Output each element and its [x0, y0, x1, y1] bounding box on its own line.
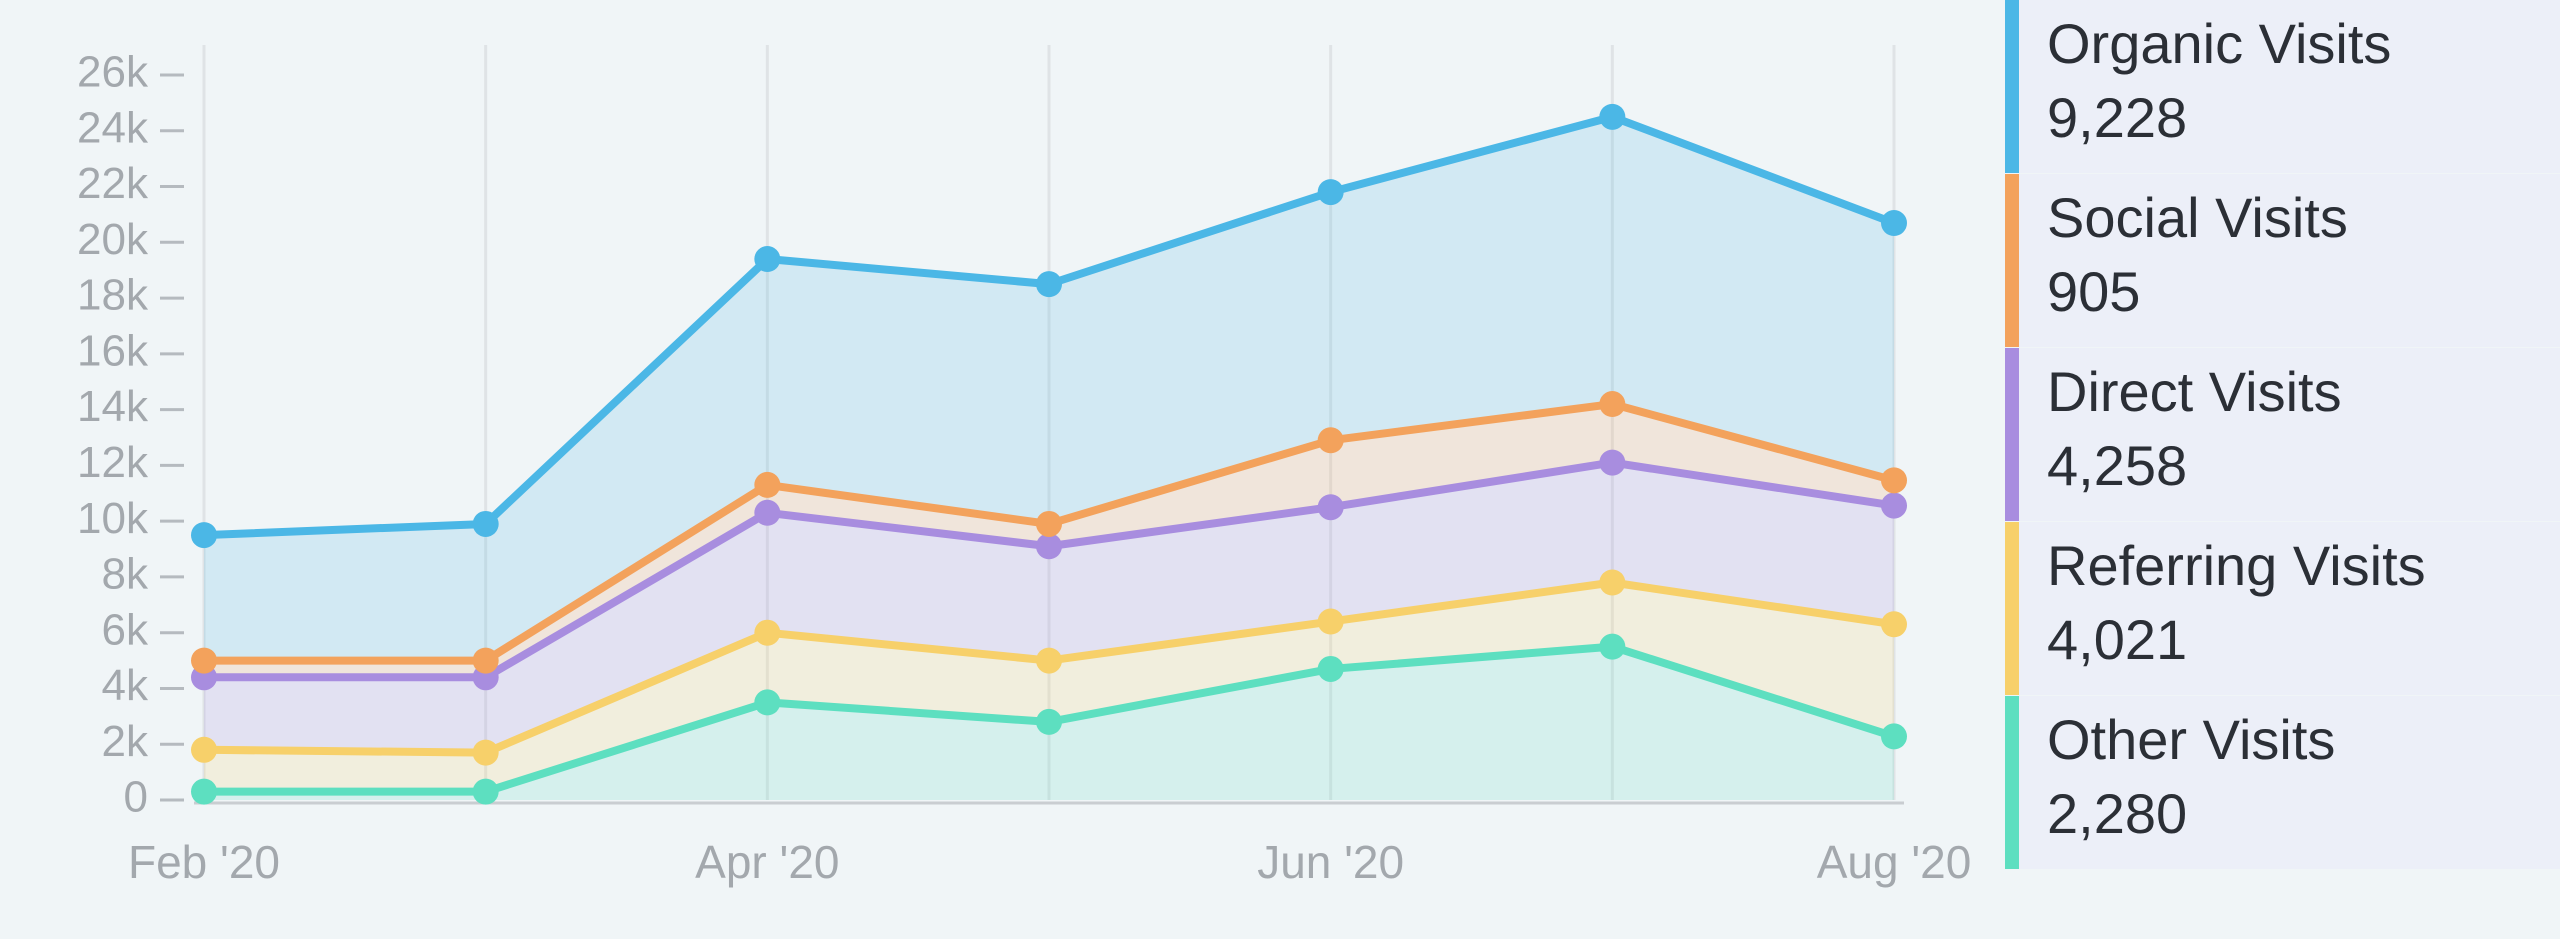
x-tick-label: Aug '20 [1817, 836, 1972, 888]
point [1881, 723, 1907, 750]
point [1599, 569, 1626, 596]
point [1036, 271, 1062, 298]
point [1599, 633, 1626, 660]
point [472, 510, 499, 537]
point [1036, 708, 1062, 735]
point [191, 522, 217, 549]
legend-value: 905 [2047, 260, 2140, 323]
point [1036, 533, 1062, 560]
area [204, 462, 1894, 753]
area [204, 116, 1894, 661]
point [472, 739, 499, 766]
y-tick-label: 26k [77, 48, 149, 97]
legend-swatch [2005, 348, 2019, 521]
legend-swatch [2005, 0, 2019, 173]
point [472, 647, 499, 674]
legend-item [2005, 348, 2560, 521]
point [1317, 608, 1344, 635]
x-tick-label: Jun '20 [1257, 836, 1404, 888]
legend-item [2005, 174, 2560, 347]
x-tick-label: Apr '20 [695, 836, 839, 888]
y-tick-label: 14k [77, 382, 149, 431]
legend-label: Other Visits [2047, 708, 2335, 771]
y-tick-label: 10k [77, 494, 149, 543]
point [1317, 179, 1344, 206]
legend-label: Organic Visits [2047, 12, 2391, 75]
point [191, 778, 217, 805]
legend-value: 2,280 [2047, 782, 2187, 845]
y-tick-label: 18k [77, 271, 149, 320]
point [472, 778, 499, 805]
y-tick-label: 16k [77, 326, 149, 375]
point [1036, 510, 1062, 537]
y-tick-label: 22k [77, 159, 149, 208]
point [754, 471, 781, 498]
point [1881, 492, 1907, 519]
legend-swatch [2005, 522, 2019, 695]
point [191, 647, 217, 674]
y-tick-label: 2k [102, 717, 149, 766]
point [1599, 391, 1626, 418]
legend-value: 4,021 [2047, 608, 2187, 671]
y-tick-label: 20k [77, 215, 149, 264]
point [754, 619, 781, 646]
y-tick-label: 6k [102, 605, 149, 654]
point [191, 736, 217, 763]
point [1881, 210, 1907, 237]
y-tick-label: 24k [77, 103, 149, 152]
point [1881, 467, 1907, 494]
legend-swatch [2005, 696, 2019, 869]
area [204, 582, 1894, 792]
point [1317, 494, 1344, 521]
legend-label: Direct Visits [2047, 360, 2342, 423]
point [1599, 449, 1626, 476]
point [1317, 655, 1344, 682]
y-tick-label: 12k [77, 438, 149, 487]
point [1881, 611, 1907, 638]
point [1317, 427, 1344, 454]
y-tick-label: 4k [102, 661, 149, 710]
y-tick-label: 8k [102, 550, 149, 599]
point [754, 246, 781, 273]
y-tick-label: 0 [124, 773, 148, 822]
legend-label: Referring Visits [2047, 534, 2426, 597]
legend-value: 9,228 [2047, 86, 2187, 149]
legend-item [2005, 696, 2560, 869]
point [1036, 647, 1062, 674]
legend-label: Social Visits [2047, 186, 2348, 249]
point [1599, 103, 1626, 130]
legend-item [2005, 522, 2560, 695]
point [754, 689, 781, 716]
point [754, 499, 781, 526]
legend-item [2005, 0, 2560, 173]
legend-swatch [2005, 174, 2019, 347]
x-tick-label: Feb '20 [128, 836, 280, 888]
legend-value: 4,258 [2047, 434, 2187, 497]
